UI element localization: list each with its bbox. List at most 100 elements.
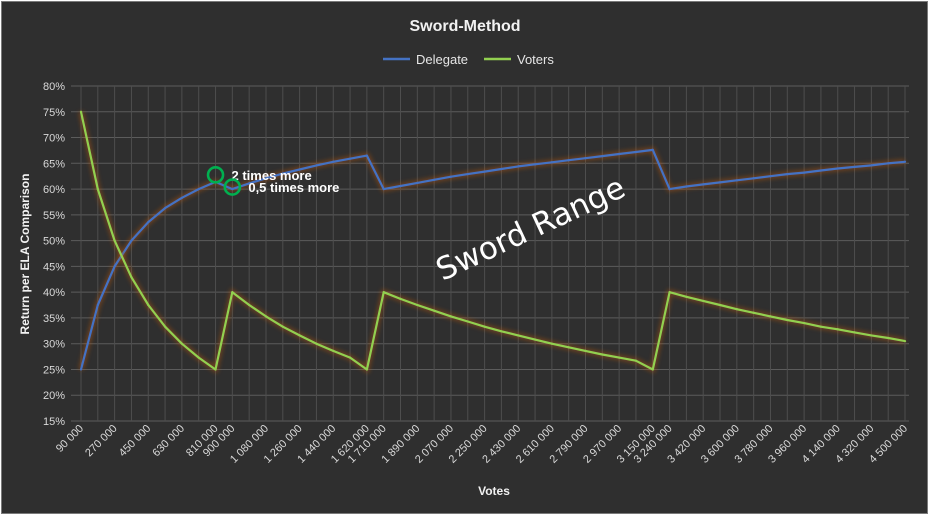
data-point-voters [248,303,251,307]
data-point-voters [752,311,755,314]
data-point-delegate [702,183,705,186]
data-point-delegate [449,175,453,178]
data-point-delegate [517,165,520,168]
x-tick-label: 270 000 [83,423,120,460]
y-tick-label: 60% [43,184,65,196]
data-point-voters [533,338,537,341]
data-point-voters [264,315,268,318]
data-point-voters [281,325,284,328]
legend-label-voters: Voters [517,52,554,67]
data-point-delegate [382,187,385,191]
y-tick-label: 75% [43,107,65,119]
data-point-voters [79,110,83,113]
data-point-voters [685,295,688,298]
data-point-voters [786,318,789,322]
data-point-delegate [315,164,318,167]
y-tick-label: 15% [43,416,65,428]
data-point-delegate [197,187,200,191]
data-point-delegate [264,177,268,180]
data-point-voters [399,297,402,300]
data-point-delegate [180,196,183,199]
data-point-delegate [786,173,789,176]
data-point-voters [500,330,503,333]
data-point-delegate [163,207,167,210]
data-point-voters [332,349,335,353]
annotation-marker [206,166,225,184]
data-point-delegate [348,157,352,160]
data-point-delegate [903,160,907,163]
data-point-voters [365,368,368,371]
data-point-delegate [887,162,890,165]
data-point-voters [180,342,183,345]
x-axis-title: Votes [478,484,510,498]
data-point-voters [853,331,856,334]
series-layer [78,110,907,374]
data-point-voters [231,291,234,294]
data-point-voters [634,359,638,362]
data-point-voters [96,187,99,191]
legend: Delegate Voters [383,52,554,67]
data-point-delegate [332,160,335,163]
data-point-delegate [281,172,284,175]
data-point-voters [214,368,217,371]
data-point-delegate [601,154,604,158]
data-point-voters [197,356,200,359]
data-point-delegate [870,164,873,167]
data-point-delegate [618,152,621,156]
data-point-delegate [130,239,133,242]
data-point-voters [113,239,116,242]
y-tick-label: 80% [43,81,65,93]
y-tick-label: 40% [43,287,65,299]
data-point-voters [550,342,553,345]
data-point-voters [870,334,873,337]
data-point-delegate [853,165,856,169]
data-point-voters [819,325,823,328]
annotation-label: 0,5 times more [248,180,339,195]
data-point-delegate [466,173,469,176]
data-point-voters [466,320,469,323]
data-point-voters [718,303,722,307]
data-point-delegate [685,185,688,188]
annotation-marker [223,178,242,196]
data-point-voters [382,291,385,294]
chart-title: Sword-Method [409,18,520,35]
data-point-delegate [365,154,368,157]
data-point-delegate [248,182,251,185]
data-point-voters [702,299,705,303]
data-point-voters [735,308,738,311]
data-point-delegate [231,187,234,191]
data-point-voters [163,325,167,328]
data-point-voters [769,315,772,318]
y-tick-label: 50% [43,236,65,248]
data-point-voters [651,368,654,371]
y-tick-label: 30% [43,339,65,351]
data-point-delegate [836,167,839,170]
y-tick-label: 45% [43,261,65,273]
y-axis-title: Return per ELA Comparison [18,174,32,335]
data-point-delegate [769,175,772,178]
data-point-voters [618,356,621,359]
data-point-delegate [634,150,638,154]
data-point-voters [315,342,318,345]
data-point-delegate [433,178,436,181]
data-point-voters [601,353,604,356]
annotation-label: 2 times more [232,168,312,183]
data-point-voters [567,346,570,349]
legend-label-delegate: Delegate [416,52,468,67]
x-tick-label: 630 000 [150,423,187,460]
y-tick-label: 25% [43,364,65,376]
data-point-delegate [718,181,722,184]
series-line-voters [79,111,906,371]
data-point-delegate [399,184,402,188]
data-point-delegate [79,368,83,371]
data-point-voters [903,340,907,343]
data-point-delegate [147,220,150,224]
data-point-delegate [550,161,553,164]
data-point-voters [803,321,806,325]
data-point-voters [668,291,671,294]
data-point-delegate [533,163,537,166]
data-point-delegate [584,157,587,160]
